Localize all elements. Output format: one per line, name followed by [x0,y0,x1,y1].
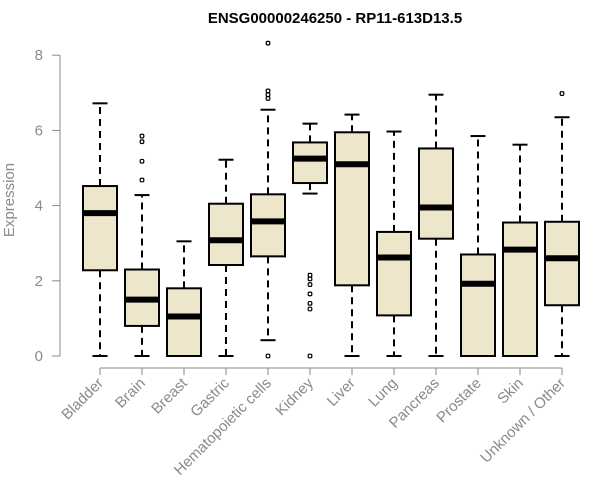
box-iqr [208,202,244,267]
outlier-point [265,88,271,94]
x-category-label: Skin [494,375,527,408]
box-iqr [82,185,118,272]
outlier-point [307,353,313,359]
box-group [376,130,412,357]
box-group [460,135,496,357]
x-category-label: Liver [324,375,359,410]
y-tick-label: 2 [35,273,43,290]
box-group [418,93,454,357]
outlier-point [265,96,271,101]
outlier-point [307,291,313,297]
x-category-label: Kidney [272,374,317,419]
outlier-point [139,158,145,164]
x-category-label: Lung [365,375,401,411]
outlier-point [265,353,271,359]
outlier-point [307,276,313,282]
outlier-point [559,91,565,96]
x-category-label: Prostate [433,375,485,427]
y-tick-label: 6 [35,122,43,139]
y-axis: 0 2 4 6 8 [35,47,61,365]
box-group [544,91,580,357]
box-iqr [292,141,328,185]
box-iqr [376,230,412,317]
box-group [250,40,286,359]
x-category-label: Bladder [58,375,107,424]
box-group [502,143,538,357]
outlier-point [307,300,313,306]
outlier-point [265,40,271,46]
outlier-point [139,139,145,145]
outlier-point [307,272,313,278]
box-group [166,240,202,358]
box-group [208,158,244,357]
box-iqr [460,253,496,357]
box-iqr [250,193,286,258]
box-group [82,102,118,357]
box-iqr [166,287,202,358]
y-tick-label: 0 [35,348,43,365]
boxes-group [82,40,580,359]
x-category-label: Breast [148,374,191,417]
box-iqr [334,131,370,287]
outlier-point [139,133,145,139]
box-iqr [418,147,454,240]
box-iqr [502,221,538,357]
y-tick-label: 8 [35,47,43,64]
x-category-label: Brain [112,375,149,412]
chart-title: ENSG00000246250 - RP11-613D13.5 [208,10,462,27]
y-tick-label: 4 [35,198,43,215]
y-axis-label: Expression [1,163,18,237]
outlier-point [139,177,145,183]
box-group [334,113,370,357]
box-group [292,122,328,359]
outlier-point [307,306,313,312]
box-group [124,133,160,357]
outlier-point [307,282,313,287]
box-iqr [544,220,580,307]
outlier-point [265,92,271,98]
